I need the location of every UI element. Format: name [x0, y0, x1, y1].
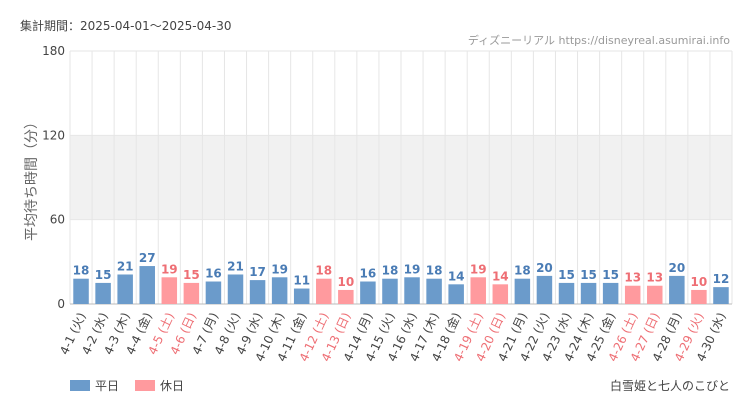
bar — [73, 278, 89, 304]
bar-value-label: 21 — [227, 259, 244, 273]
legend: 平日 休日 — [70, 379, 184, 393]
bar — [117, 274, 133, 304]
bar — [382, 278, 398, 304]
y-axis-title: 平均待ち時間（分） — [24, 115, 40, 241]
bar-value-label: 18 — [315, 264, 332, 278]
bar — [514, 278, 531, 304]
bar — [249, 280, 266, 304]
bar-value-label: 10 — [691, 275, 708, 289]
bar — [293, 288, 310, 304]
bar — [713, 287, 729, 304]
bar-value-label: 17 — [249, 265, 266, 279]
bar — [536, 275, 553, 304]
bar-value-label: 18 — [514, 264, 531, 278]
bar — [95, 282, 111, 304]
bar-value-label: 13 — [624, 271, 641, 285]
bar — [227, 274, 244, 304]
bar-value-label: 15 — [558, 268, 575, 282]
period-label: 集計期間：2025-04-01～2025-04-30 — [20, 18, 231, 33]
bar-value-label: 12 — [713, 272, 730, 286]
bar — [470, 277, 486, 304]
bar-value-label: 13 — [646, 271, 663, 285]
bar — [602, 282, 619, 304]
bar — [624, 285, 641, 304]
attraction-name: 白雪姫と七人のこびと — [610, 378, 730, 393]
bar-value-label: 19 — [470, 262, 487, 276]
bar — [271, 277, 288, 304]
legend-holiday-swatch — [135, 380, 155, 391]
y-tick-label: 0 — [57, 297, 65, 311]
y-tick-label: 120 — [42, 128, 65, 142]
bar-value-label: 14 — [492, 269, 509, 283]
y-tick-label: 60 — [50, 213, 65, 227]
bar-value-label: 14 — [448, 269, 465, 283]
bar-value-label: 16 — [360, 267, 377, 281]
bar-value-label: 18 — [426, 264, 443, 278]
bar — [338, 289, 354, 304]
bar-value-label: 20 — [536, 261, 553, 275]
bar-value-label: 20 — [668, 261, 685, 275]
bar — [139, 266, 155, 304]
legend-holiday-label: 休日 — [160, 379, 184, 393]
bar — [426, 278, 442, 304]
bar-value-label: 18 — [73, 264, 90, 278]
bar-value-label: 19 — [161, 262, 178, 276]
bar-value-label: 15 — [602, 268, 619, 282]
bar — [647, 285, 663, 304]
bar — [205, 281, 222, 304]
legend-weekday-label: 平日 — [95, 379, 119, 393]
bar-value-label: 19 — [404, 262, 421, 276]
bar — [580, 282, 597, 304]
bar — [448, 284, 464, 304]
bar-value-label: 16 — [205, 267, 222, 281]
bar — [492, 284, 509, 304]
bar-value-label: 19 — [271, 262, 288, 276]
legend-weekday-swatch — [70, 380, 90, 391]
y-tick-label: 180 — [42, 44, 65, 58]
bar — [404, 277, 420, 304]
bar — [360, 281, 376, 304]
bar-value-label: 15 — [95, 268, 112, 282]
bar — [316, 278, 332, 304]
bar — [669, 275, 685, 304]
credit-label: ディズニーリアル https://disneyreal.asumirai.inf… — [468, 33, 730, 47]
bar — [558, 282, 575, 304]
bar — [691, 289, 707, 304]
bar-value-label: 27 — [139, 251, 156, 265]
bar-value-label: 11 — [293, 274, 310, 288]
bar-value-label: 15 — [580, 268, 597, 282]
bar — [161, 277, 178, 304]
bar — [183, 282, 200, 304]
bar-value-label: 21 — [117, 259, 134, 273]
bar-value-label: 10 — [337, 275, 354, 289]
bar-value-label: 15 — [183, 268, 200, 282]
bar-value-label: 18 — [382, 264, 399, 278]
